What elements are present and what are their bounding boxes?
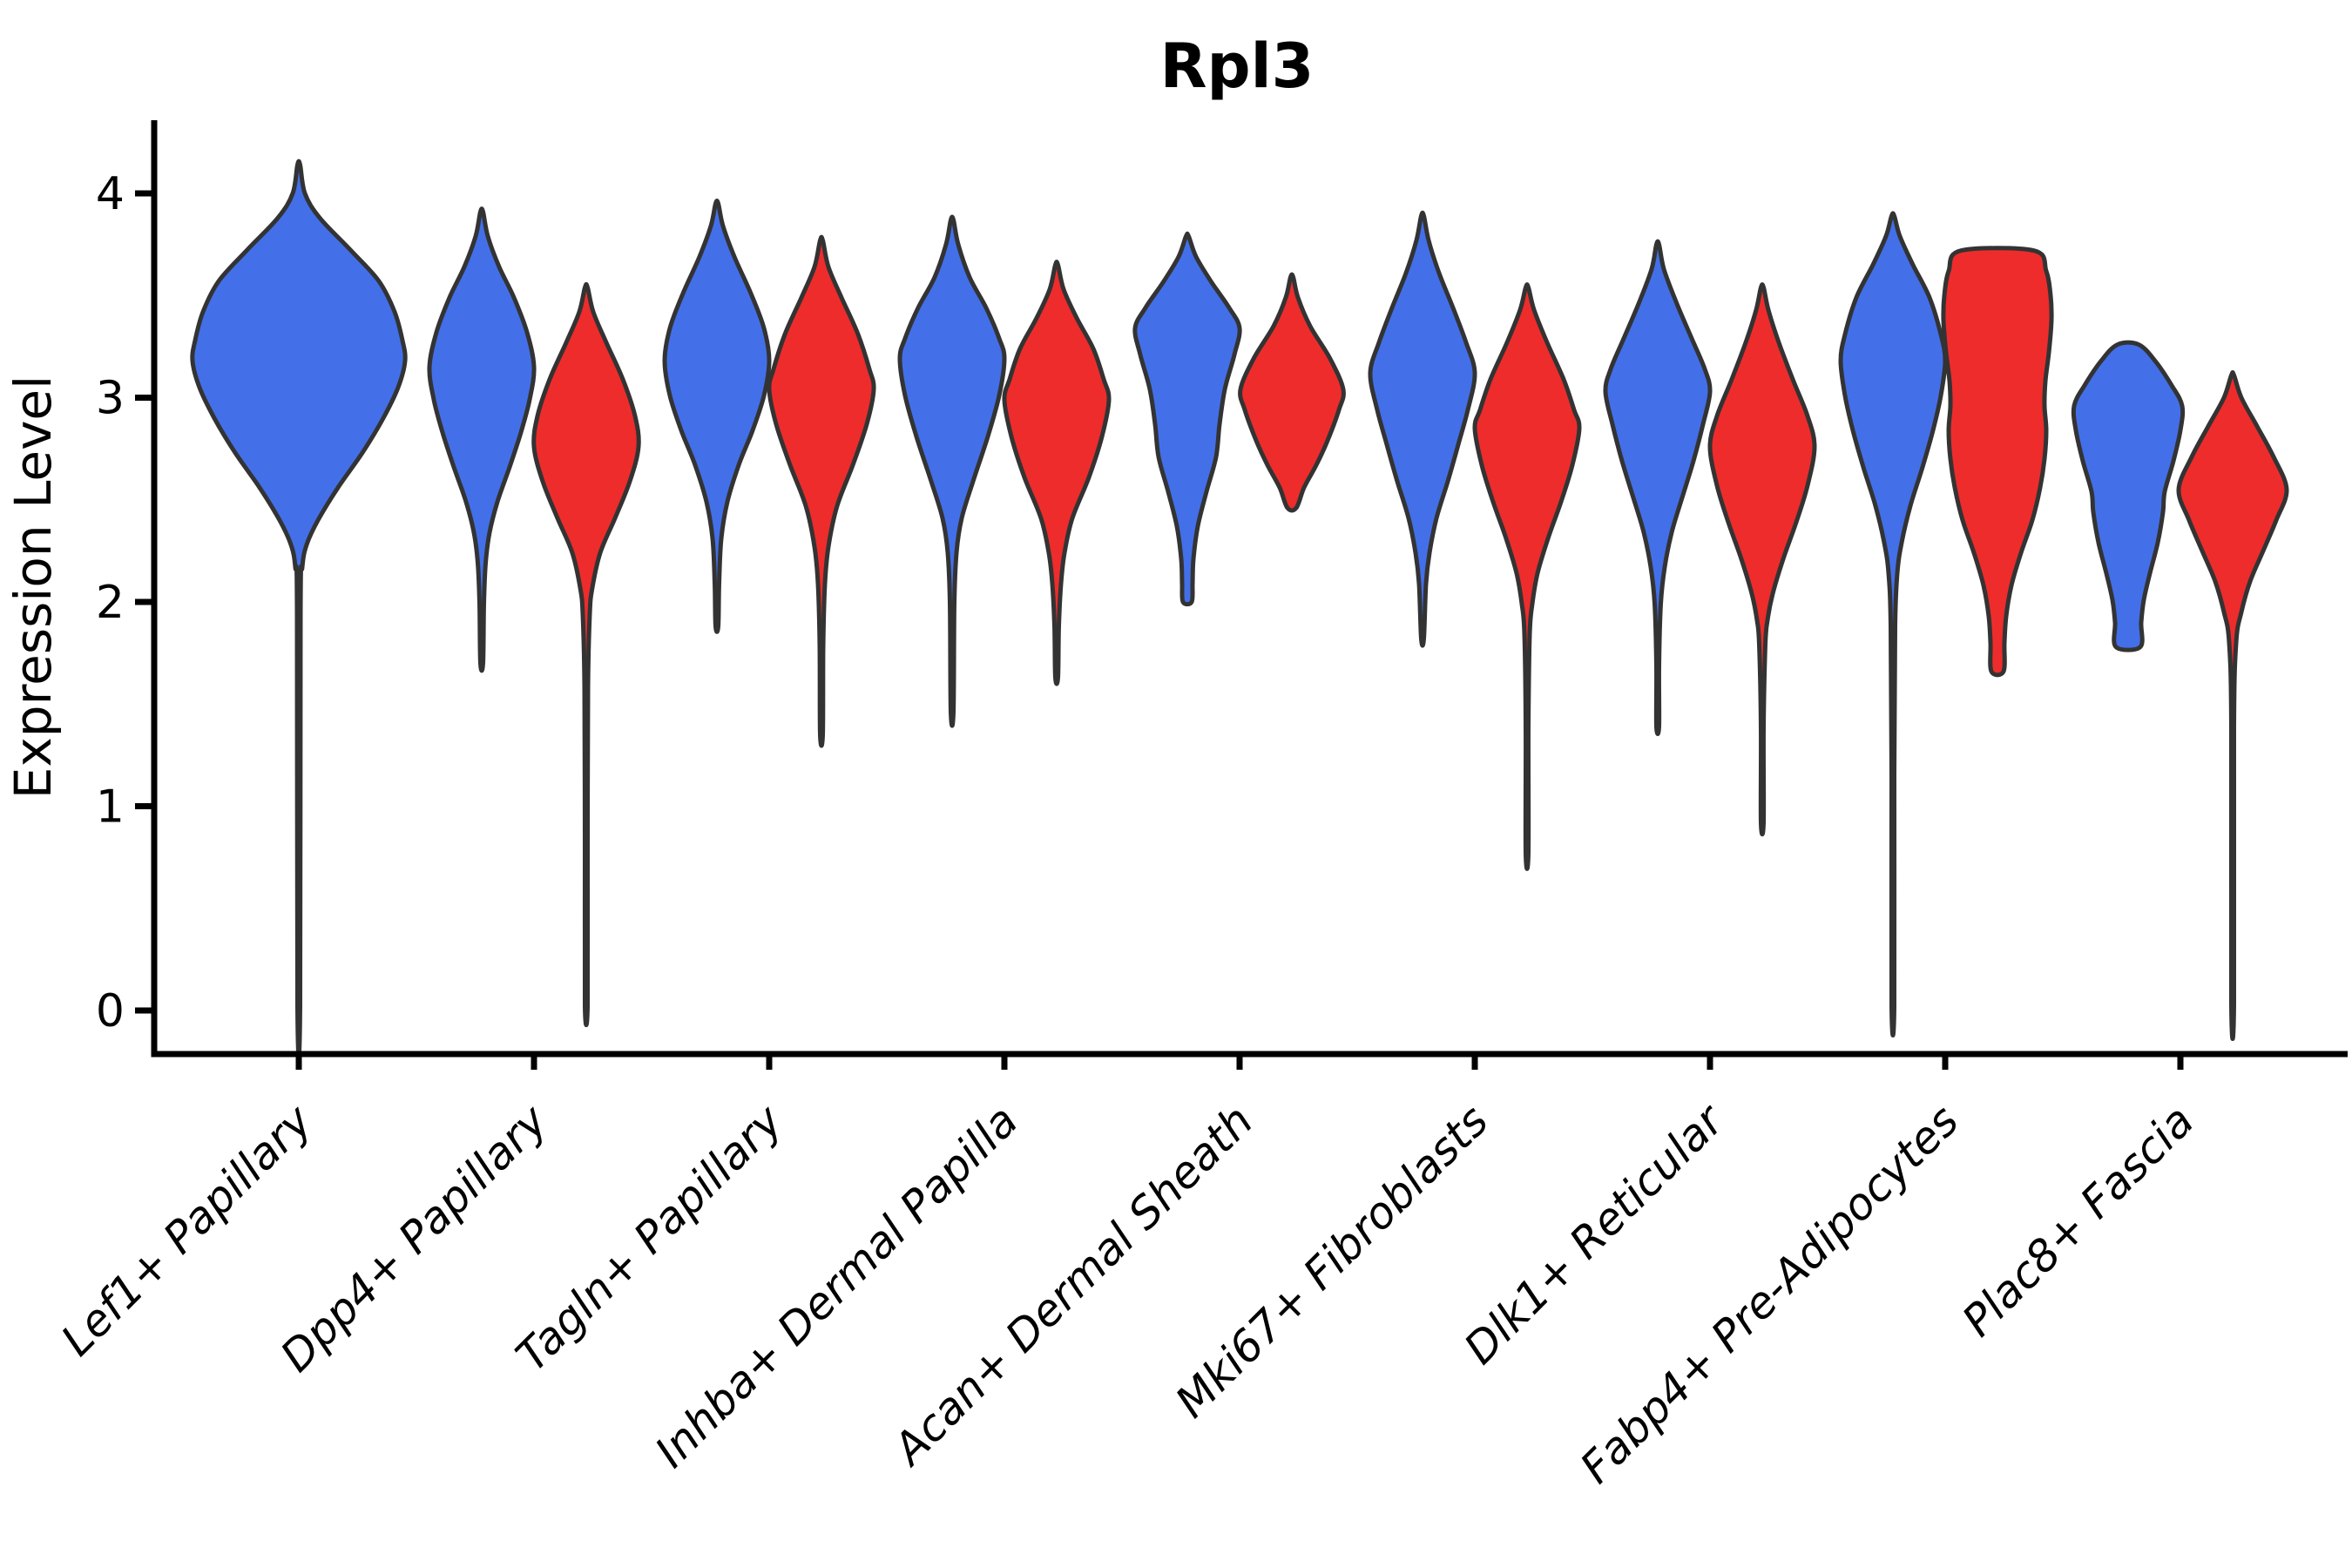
x-tick-label-plac8-fascia: Plac8+ Fascia [1953,1095,2204,1346]
violin-blue-mki67-fibroblasts [1368,210,1477,648]
violin-red-dlk1-reticular [1707,282,1817,837]
y-tick-label: 1 [96,781,125,834]
y-tick-label: 0 [96,985,125,1037]
y-tick-label: 3 [96,373,125,425]
violin-blue-dlk1-reticular [1603,239,1713,737]
violin-blue-lef1-papillary [190,159,408,1058]
violin-blue-plac8-fascia [2071,340,2186,652]
x-tick-label-fabp4-pre-adipocytes: Fabp4+ Pre-Adipocytes [1571,1095,1969,1493]
violin-blue-inhba-dermal-papilla [897,214,1007,728]
violin-blue-dpp4-papillary [427,206,537,673]
violin-red-tagln-papillary [767,234,876,748]
violin-red-dpp4-papillary [531,281,641,1028]
y-tick-label: 4 [96,168,125,220]
violin-blue-tagln-papillary [662,198,772,634]
x-tick-label-lef1-papillary: Lef1+ Papillary [51,1094,322,1365]
violin-blue-acan-dermal-sheath [1132,231,1242,607]
chart-title: Rpl3 [1160,30,1315,102]
violin-red-fabp4-pre-adipocytes [1941,246,2054,678]
y-tick-label: 2 [96,577,125,629]
y-axis-label: Expression Level [3,375,63,799]
violin-blue-fabp4-pre-adipocytes [1838,211,1948,1037]
violin-red-mki67-fibroblasts [1472,282,1582,871]
x-tick-label-dlk1-reticular: Dlk1+ Reticular [1455,1093,1735,1374]
violin-red-acan-dermal-sheath [1238,272,1346,513]
violin-red-inhba-dermal-papilla [1002,260,1112,686]
violin-red-plac8-fascia [2176,369,2289,1041]
